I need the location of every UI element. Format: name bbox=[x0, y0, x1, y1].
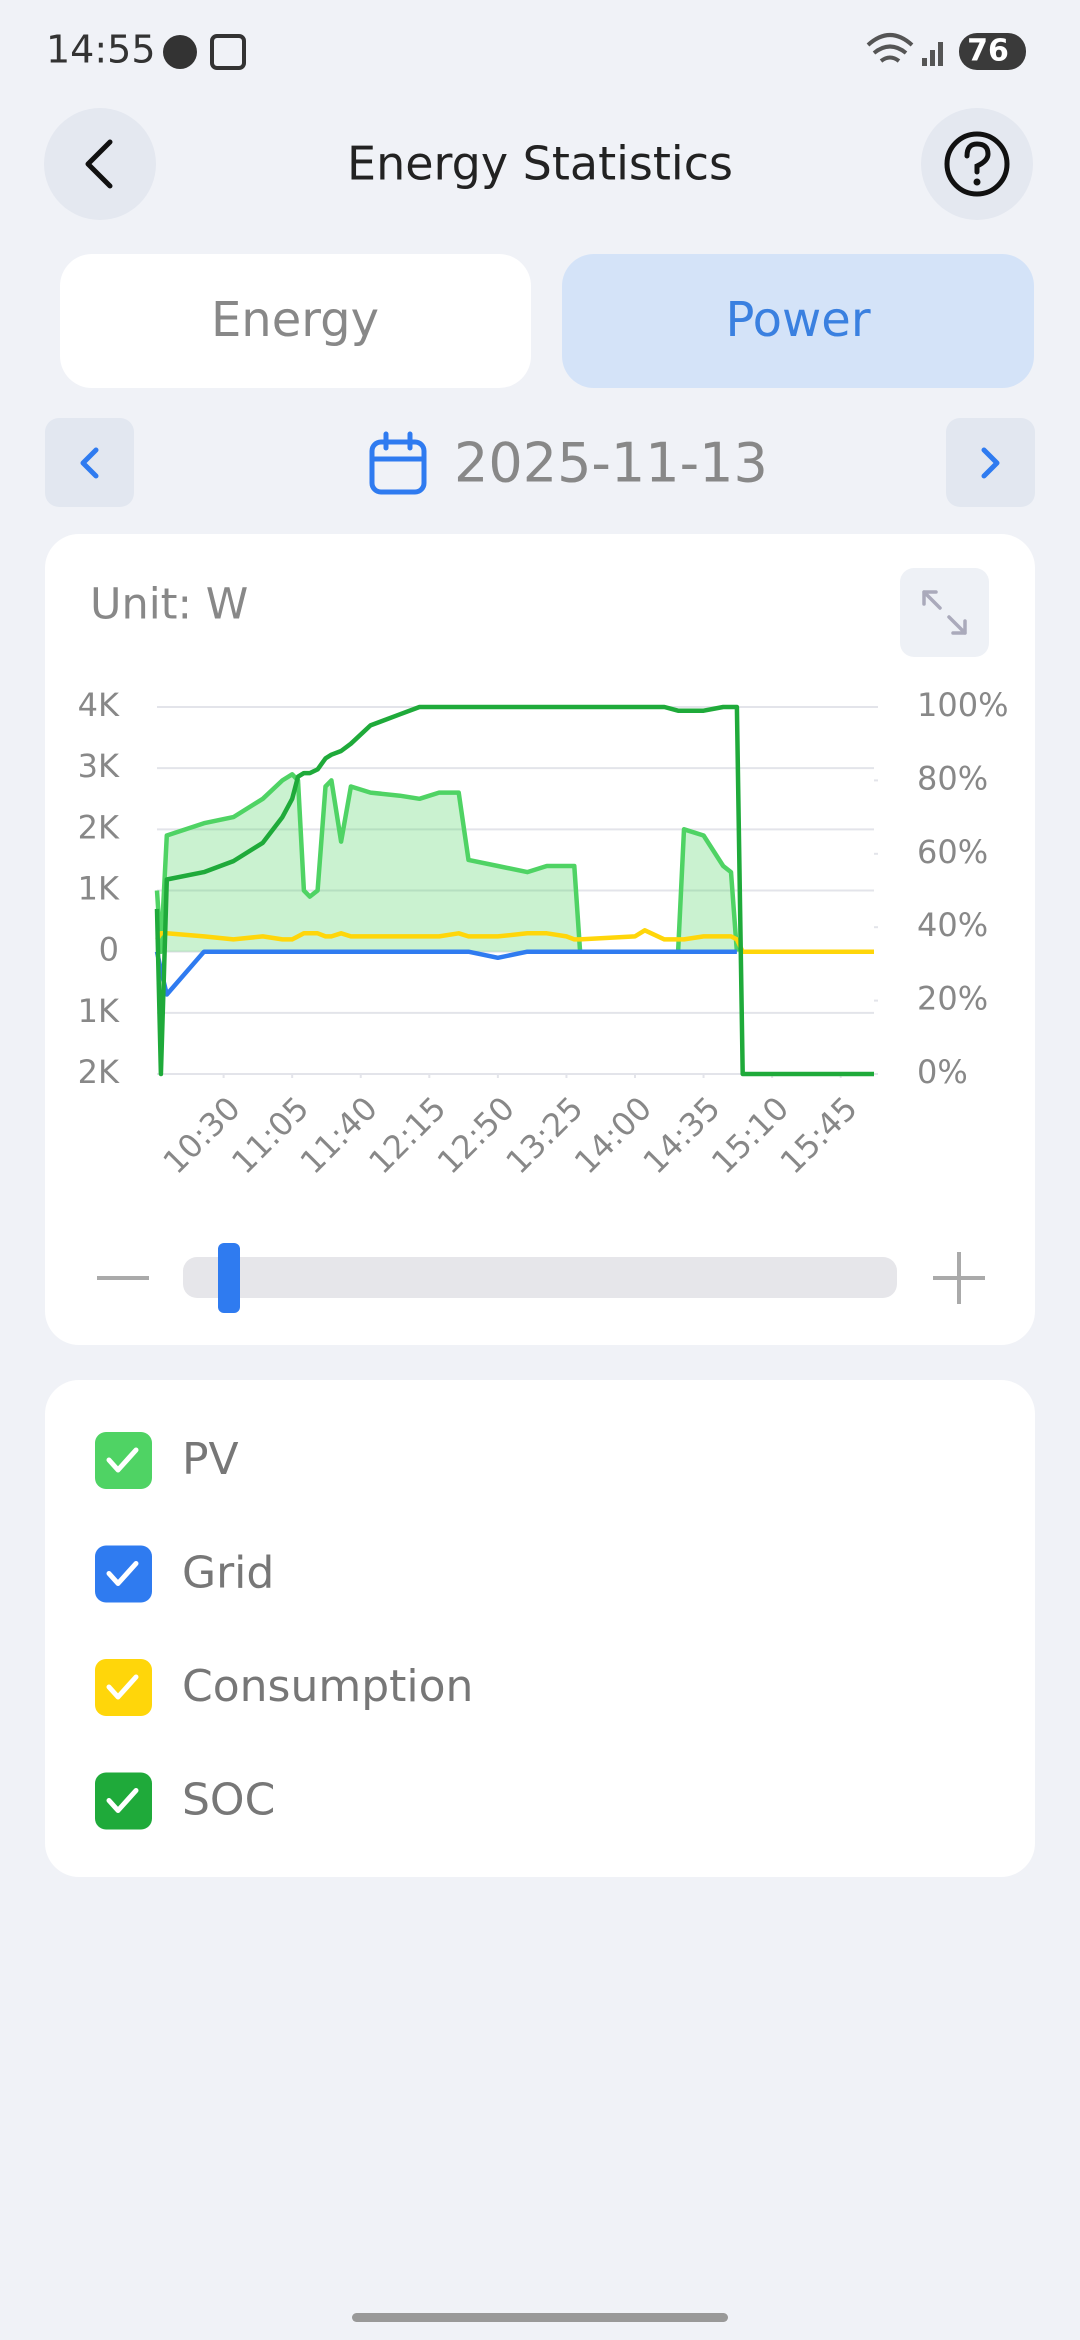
y-tick-label: 0 bbox=[99, 931, 119, 969]
legend-label: PV bbox=[182, 1434, 239, 1485]
prev-day-button[interactable] bbox=[45, 418, 134, 507]
expand-button[interactable] bbox=[900, 568, 989, 657]
header-title: Energy Statistics bbox=[347, 137, 733, 191]
wifi-icon bbox=[866, 33, 914, 63]
legend: PV Grid Consumption SOC bbox=[95, 1432, 473, 1830]
next-day-button[interactable] bbox=[946, 418, 1035, 507]
tab-label: Power bbox=[725, 292, 870, 348]
y-tick-label: 1K bbox=[78, 992, 120, 1030]
home-indicator bbox=[352, 2313, 728, 2322]
legend-card bbox=[45, 1380, 1035, 1877]
back-button[interactable] bbox=[44, 108, 156, 220]
next-icon bbox=[981, 447, 1000, 479]
calendar-icon bbox=[369, 431, 427, 462]
status-icon bbox=[210, 34, 246, 70]
chart-card bbox=[45, 534, 1035, 1345]
series-area bbox=[157, 774, 737, 952]
tab-power[interactable] bbox=[562, 254, 1034, 388]
help-icon bbox=[964, 141, 991, 175]
legend-label: Grid bbox=[182, 1548, 274, 1599]
slider-thumb[interactable] bbox=[218, 1243, 240, 1313]
prev-icon bbox=[80, 447, 99, 479]
y-tick-label: 3K bbox=[78, 747, 120, 785]
check-icon bbox=[106, 1561, 139, 1586]
help-icon bbox=[944, 131, 1010, 197]
check-icon bbox=[106, 1447, 139, 1473]
expand-icon bbox=[922, 590, 967, 635]
signal-icon bbox=[938, 42, 943, 66]
battery-level: 76 bbox=[967, 34, 1009, 69]
tab-energy[interactable] bbox=[60, 254, 531, 388]
help-icon bbox=[973, 178, 981, 186]
y2-tick-label: 100% bbox=[917, 686, 1008, 724]
status-icon bbox=[163, 35, 197, 69]
y-tick-label: 2K bbox=[78, 808, 120, 846]
signal-icon bbox=[922, 58, 927, 66]
y2-tick-label: 20% bbox=[917, 980, 988, 1018]
tab-label: Energy bbox=[211, 292, 379, 348]
legend-label: Consumption bbox=[182, 1661, 473, 1712]
date-label[interactable]: 2025-11-13 bbox=[454, 432, 768, 495]
slider-track[interactable] bbox=[183, 1257, 897, 1298]
signal-icon bbox=[930, 50, 935, 66]
zoom-in-button[interactable] bbox=[933, 1252, 985, 1304]
y-tick-label: 4K bbox=[78, 686, 120, 724]
y2-tick-label: 40% bbox=[917, 906, 988, 944]
series-line bbox=[154, 704, 874, 1077]
back-icon bbox=[85, 139, 113, 189]
series-line bbox=[155, 928, 874, 954]
y-tick-label: 1K bbox=[78, 870, 120, 908]
y2-tick-label: 0% bbox=[917, 1053, 968, 1091]
y2-tick-label: 80% bbox=[917, 759, 988, 797]
battery bbox=[959, 33, 1026, 70]
calendar-icon[interactable] bbox=[369, 439, 427, 495]
check-icon bbox=[106, 1788, 139, 1813]
check-icon bbox=[106, 1674, 139, 1700]
unit-label: Unit: W bbox=[90, 580, 248, 630]
y2-tick-label: 60% bbox=[917, 833, 988, 871]
legend-label: SOC bbox=[182, 1775, 275, 1826]
status-time: 14:55 bbox=[46, 28, 156, 72]
y-tick-label: 2K bbox=[78, 1053, 120, 1091]
series-line bbox=[154, 949, 737, 997]
